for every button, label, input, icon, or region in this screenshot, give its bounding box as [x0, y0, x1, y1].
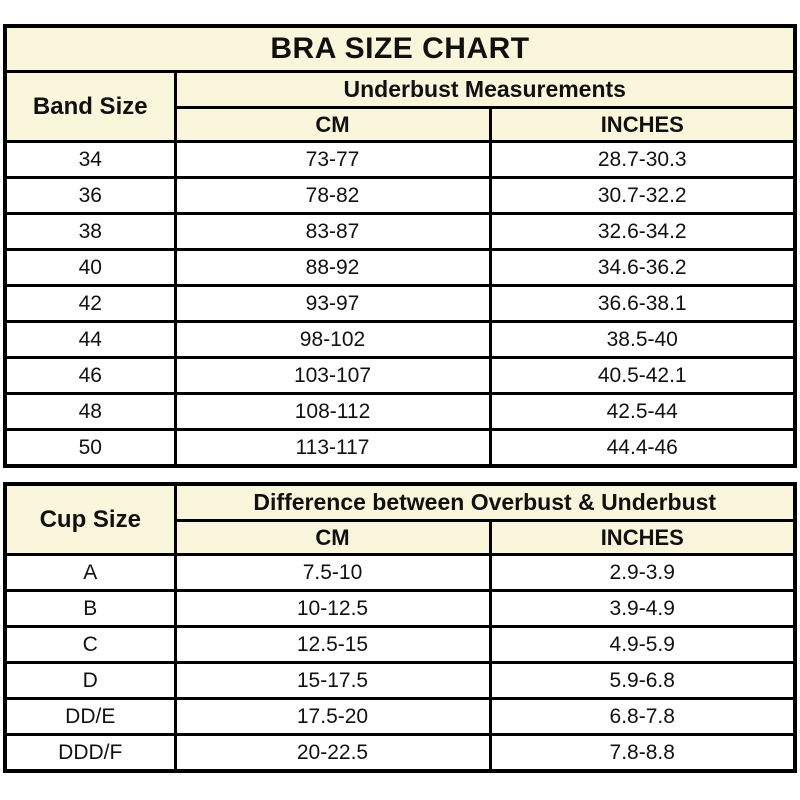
cup-value: A: [3, 553, 177, 592]
band-value: 50: [3, 428, 177, 468]
cup-value: DDD/F: [3, 733, 177, 773]
cm-range: 83-87: [173, 212, 492, 251]
table-row: 38 83-87 32.6-34.2: [3, 212, 797, 251]
column-header-row: CM INCHES: [5, 519, 797, 556]
table-row: D 15-17.5 5.9-6.8: [3, 661, 797, 700]
cm-range: 17.5-20: [173, 697, 492, 736]
cm-range: 78-82: [173, 176, 492, 215]
cm-range: 7.5-10: [173, 553, 492, 592]
cup-size-table: Cup Size Difference between Overbust & U…: [3, 482, 797, 773]
cup-size-header: Cup Size: [3, 482, 177, 556]
table-row: C 12.5-15 4.9-5.9: [3, 625, 797, 664]
band-value: 34: [3, 140, 177, 179]
cm-range: 20-22.5: [173, 733, 492, 773]
band-value: 42: [3, 284, 177, 323]
band-value: 44: [3, 320, 177, 359]
table-row: 48 108-112 42.5-44: [3, 392, 797, 431]
table-gap: [3, 468, 797, 482]
page-title: BRA SIZE CHART: [3, 24, 797, 73]
cup-value: C: [3, 625, 177, 664]
cm-column-header: CM: [173, 519, 492, 556]
cm-range: 10-12.5: [173, 589, 492, 628]
group-header-row: Cup Size Difference between Overbust & U…: [3, 482, 797, 556]
band-value: 38: [3, 212, 177, 251]
table-row: DDD/F 20-22.5 7.8-8.8: [3, 733, 797, 773]
cm-range: 108-112: [173, 392, 492, 431]
cup-value: D: [3, 661, 177, 700]
cm-range: 113-117: [173, 428, 492, 468]
cm-range: 103-107: [173, 356, 492, 395]
cm-range: 73-77: [173, 140, 492, 179]
inches-range: 32.6-34.2: [488, 212, 797, 251]
table-row: 44 98-102 38.5-40: [3, 320, 797, 359]
cm-range: 12.5-15: [173, 625, 492, 664]
inches-range: 7.8-8.8: [488, 733, 797, 773]
inches-range: 5.9-6.8: [488, 661, 797, 700]
inches-range: 30.7-32.2: [488, 176, 797, 215]
band-value: 36: [3, 176, 177, 215]
inches-range: 6.8-7.8: [488, 697, 797, 736]
cm-range: 98-102: [173, 320, 492, 359]
bra-size-chart: BRA SIZE CHART Band Size Underbust Measu…: [3, 24, 797, 773]
chart-title-row: BRA SIZE CHART: [3, 24, 797, 73]
overbust-difference-header: Difference between Overbust & Underbust: [173, 482, 797, 522]
cm-range: 15-17.5: [173, 661, 492, 700]
inches-column-header: INCHES: [488, 106, 797, 143]
cm-range: 88-92: [173, 248, 492, 287]
inches-range: 3.9-4.9: [488, 589, 797, 628]
band-value: 40: [3, 248, 177, 287]
table-row: 36 78-82 30.7-32.2: [3, 176, 797, 215]
table-row: DD/E 17.5-20 6.8-7.8: [3, 697, 797, 736]
cup-value: DD/E: [3, 697, 177, 736]
table-row: 42 93-97 36.6-38.1: [3, 284, 797, 323]
inches-range: 2.9-3.9: [488, 553, 797, 592]
cm-column-header: CM: [173, 106, 492, 143]
band-size-table: BRA SIZE CHART Band Size Underbust Measu…: [3, 24, 797, 468]
cup-value: B: [3, 589, 177, 628]
table-row: A 7.5-10 2.9-3.9: [3, 553, 797, 592]
table-row: B 10-12.5 3.9-4.9: [3, 589, 797, 628]
table-row: 34 73-77 28.7-30.3: [3, 140, 797, 179]
inches-range: 4.9-5.9: [488, 625, 797, 664]
inches-range: 36.6-38.1: [488, 284, 797, 323]
band-size-header: Band Size: [3, 70, 177, 143]
cm-range: 93-97: [173, 284, 492, 323]
column-header-row: CM INCHES: [5, 106, 797, 143]
inches-range: 28.7-30.3: [488, 140, 797, 179]
inches-range: 38.5-40: [488, 320, 797, 359]
inches-column-header: INCHES: [488, 519, 797, 556]
inches-range: 40.5-42.1: [488, 356, 797, 395]
inches-range: 34.6-36.2: [488, 248, 797, 287]
table-row: 40 88-92 34.6-36.2: [3, 248, 797, 287]
group-header-row: Band Size Underbust Measurements: [3, 70, 797, 143]
band-value: 46: [3, 356, 177, 395]
inches-range: 44.4-46: [488, 428, 797, 468]
band-value: 48: [3, 392, 177, 431]
inches-range: 42.5-44: [488, 392, 797, 431]
table-row: 46 103-107 40.5-42.1: [3, 356, 797, 395]
underbust-measurements-header: Underbust Measurements: [173, 70, 797, 109]
table-row: 50 113-117 44.4-46: [3, 428, 797, 468]
